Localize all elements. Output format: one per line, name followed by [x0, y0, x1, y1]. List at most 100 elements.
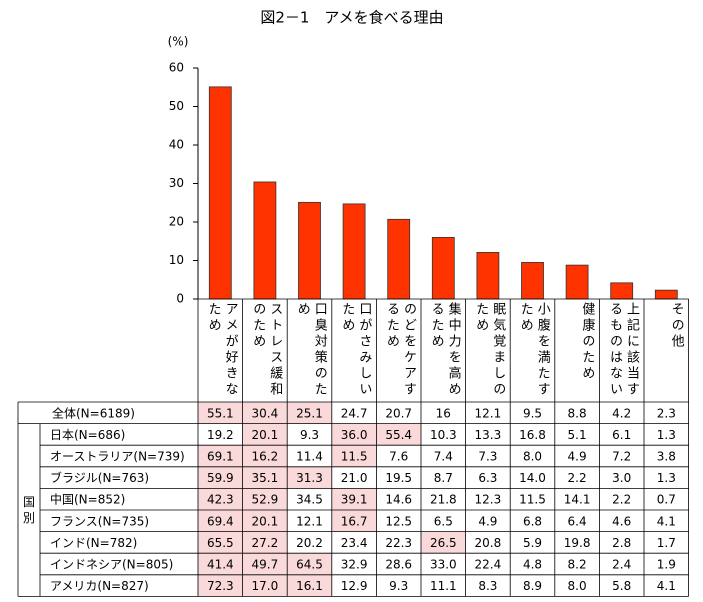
table-cell: 8.2 — [568, 558, 587, 572]
table-cell: 6.8 — [523, 514, 542, 528]
highlight-cell — [287, 466, 332, 489]
table-cell: 5.9 — [523, 536, 542, 550]
table-cell: 25.1 — [296, 406, 323, 420]
row-label: 全体(N=6189) — [52, 405, 135, 420]
x-tick-label: アメが好きなため — [205, 302, 238, 398]
table-cell: 55.4 — [385, 428, 412, 442]
highlight-cell — [198, 553, 243, 575]
table-cell: 6.1 — [612, 428, 631, 442]
table-cell: 3.8 — [657, 450, 676, 464]
table-cell: 69.1 — [207, 450, 234, 464]
highlight-cell — [198, 402, 243, 424]
table-cell: 33.0 — [430, 558, 457, 572]
highlight-cell — [242, 466, 288, 489]
table-cell: 72.3 — [207, 579, 234, 593]
table-cell: 22.3 — [385, 536, 412, 550]
table-cell: 34.5 — [296, 493, 323, 507]
x-tick-label: 眠気覚ましのため — [473, 302, 506, 398]
table-cell: 52.9 — [252, 493, 279, 507]
row-label: インドネシア(N=805) — [50, 558, 173, 572]
highlight-cell — [242, 423, 288, 446]
table-cell: 12.1 — [296, 514, 323, 528]
y-tick-label: 10 — [169, 253, 184, 267]
row-label: フランス(N=735) — [50, 514, 149, 528]
table-cell: 14.1 — [564, 493, 591, 507]
x-tick-label: その他 — [668, 302, 684, 350]
chart-title: 図2－1 アメを食べる理由 — [260, 9, 443, 27]
table-cell: 22.4 — [475, 558, 502, 572]
highlight-cell — [287, 574, 332, 597]
x-tick-label: 上記に該当するものはない — [606, 302, 639, 398]
table-cell: 16.2 — [252, 450, 279, 464]
table-cell: 2.2 — [568, 471, 587, 485]
table-cell: 4.1 — [657, 514, 676, 528]
table-cell: 4.1 — [657, 579, 676, 593]
table-cell: 17.0 — [252, 579, 279, 593]
table-cell: 11.1 — [430, 579, 457, 593]
table-cell: 3.0 — [612, 471, 631, 485]
table-cell: 12.1 — [475, 406, 502, 420]
table-cell: 55.1 — [207, 406, 234, 420]
table-cell: 31.3 — [296, 471, 323, 485]
table-cell: 8.0 — [568, 579, 587, 593]
table-cell: 6.5 — [434, 514, 453, 528]
bar — [521, 262, 544, 300]
highlight-cell — [242, 574, 288, 597]
table-cell: 2.8 — [612, 536, 631, 550]
highlight-cell — [242, 531, 288, 554]
table-cell: 4.2 — [612, 406, 631, 420]
table-cell: 7.3 — [478, 450, 497, 464]
table-cell: 20.1 — [252, 428, 279, 442]
table-cell: 10.3 — [430, 428, 457, 442]
table-cell: 2.3 — [657, 406, 676, 420]
table-cell: 32.9 — [341, 558, 368, 572]
table-cell: 16.8 — [519, 428, 546, 442]
table-cell: 7.6 — [389, 450, 408, 464]
table-cell: 16 — [436, 406, 451, 420]
table-cell: 9.3 — [300, 428, 319, 442]
highlight-cell — [287, 553, 332, 575]
table-cell: 1.9 — [657, 558, 676, 572]
table-cell: 19.5 — [385, 471, 412, 485]
table-cell: 59.9 — [207, 471, 234, 485]
highlight-cell — [331, 423, 377, 446]
table-cell: 27.2 — [252, 536, 279, 550]
table-cell: 23.4 — [341, 536, 368, 550]
y-tick-label: 20 — [169, 215, 184, 229]
table-cell: 19.8 — [564, 536, 591, 550]
table-cell: 30.4 — [252, 406, 279, 420]
table-cell: 9.5 — [523, 406, 542, 420]
table-cell: 4.9 — [568, 450, 587, 464]
bar — [654, 289, 678, 300]
table-cell: 20.1 — [252, 514, 279, 528]
highlight-cell — [198, 574, 243, 597]
table-cell: 14.0 — [519, 471, 546, 485]
table-cell: 6.4 — [568, 514, 587, 528]
table-cell: 4.9 — [478, 514, 497, 528]
highlight-cell — [242, 488, 288, 510]
table-cell: 41.4 — [207, 558, 234, 572]
table-cell: 7.2 — [612, 450, 631, 464]
table-cell: 26.5 — [430, 536, 457, 550]
table-cell: 1.7 — [657, 536, 676, 550]
table-cell: 42.3 — [207, 493, 234, 507]
row-label: 中国(N=852) — [50, 492, 125, 507]
table-cell: 14.6 — [385, 493, 412, 507]
table-cell: 13.3 — [475, 428, 502, 442]
table-cell: 6.3 — [478, 471, 497, 485]
x-tick-label: 口臭対策のため — [294, 302, 327, 398]
highlight-cell — [242, 553, 288, 575]
highlight-cell — [198, 445, 243, 467]
bar — [387, 218, 411, 300]
table-cell: 19.2 — [207, 428, 234, 442]
y-tick-label: 0 — [176, 292, 184, 306]
table-cell: 11.4 — [296, 450, 323, 464]
table-cell: 11.5 — [519, 493, 546, 507]
highlight-cell — [198, 488, 243, 510]
bar — [253, 181, 277, 300]
table-cell: 65.5 — [207, 536, 234, 550]
y-tick-label: 50 — [169, 99, 184, 113]
table-cell: 9.3 — [389, 579, 408, 593]
